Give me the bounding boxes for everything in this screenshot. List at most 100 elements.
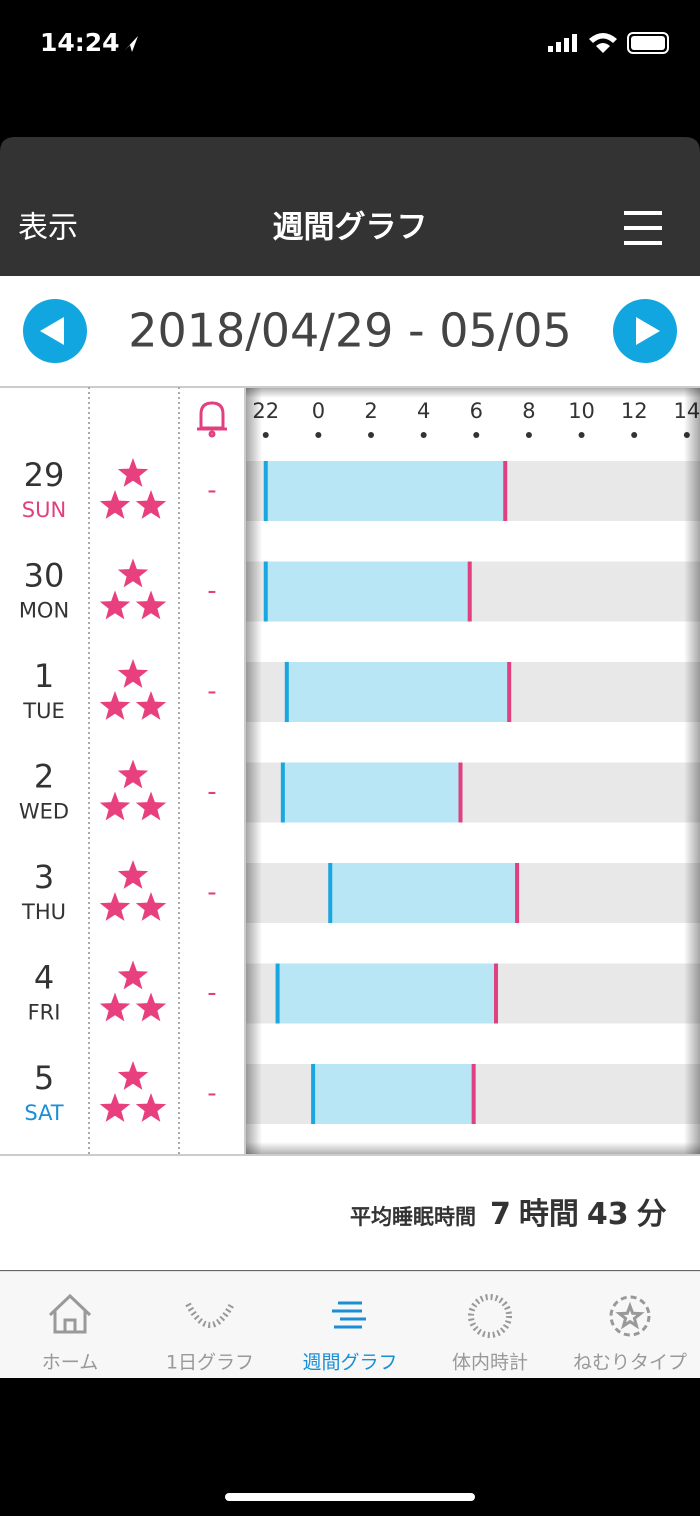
- home-indicator: [225, 1493, 475, 1501]
- sleep-start: [275, 963, 280, 1024]
- star: [117, 759, 149, 789]
- star: [135, 691, 167, 720]
- tab-label: 週間グラフ: [302, 1352, 397, 1374]
- battery-icon: [627, 32, 669, 54]
- weekday: WED: [19, 800, 69, 824]
- tab-button[interactable]: [48, 1293, 92, 1334]
- day-number: 1: [34, 657, 54, 695]
- sleep-start: [284, 662, 289, 722]
- summary-value: 7 時間 43 分: [490, 1197, 667, 1232]
- x-tick-label: 10: [568, 399, 595, 423]
- summary-label: 平均睡眠時間: [350, 1205, 476, 1229]
- alarm-value: -: [207, 576, 216, 606]
- tab-label: ホーム: [42, 1352, 98, 1374]
- sleep-bar: [313, 1064, 474, 1124]
- day-number: 29: [24, 456, 65, 494]
- sleep-bar: [282, 762, 461, 823]
- alarm-value: -: [207, 878, 216, 908]
- date-range: 2018/04/29 - 05/05: [128, 304, 572, 358]
- x-tick-label: 8: [522, 399, 535, 423]
- x-tick-label: 12: [621, 399, 648, 423]
- alarm-icon: [197, 401, 227, 438]
- tab-label: 1日グラフ: [166, 1352, 254, 1374]
- tab-label: ねむりタイプ: [573, 1352, 687, 1374]
- next-arrow: [636, 317, 660, 345]
- minutes: 43: [587, 1197, 629, 1232]
- chart-shadow: [246, 388, 700, 1154]
- sleep-bar: [277, 963, 497, 1024]
- x-tick-dot: [473, 432, 480, 438]
- hours-unit: 時間: [519, 1197, 579, 1232]
- tab-button[interactable]: [332, 1301, 366, 1329]
- star: [99, 791, 131, 821]
- sleep-end: [507, 662, 512, 722]
- alarm-value: -: [207, 978, 216, 1008]
- tab-bar: [0, 1271, 700, 1378]
- clock-icon: [468, 1294, 512, 1338]
- type-star: [615, 1301, 645, 1330]
- hours: 7: [490, 1197, 511, 1232]
- star: [117, 960, 149, 990]
- sleep-start: [280, 762, 285, 823]
- sleep-start: [311, 1064, 316, 1124]
- home-icon: [48, 1293, 92, 1334]
- weekday: SUN: [22, 498, 66, 522]
- alarm-value: -: [207, 476, 216, 506]
- signal-icon: [548, 34, 577, 52]
- star: [117, 1061, 149, 1090]
- x-tick-dot: [262, 432, 269, 438]
- star: [135, 490, 167, 519]
- prev-arrow: [40, 317, 64, 345]
- location-icon: [124, 36, 138, 52]
- weekday: TUE: [22, 699, 64, 723]
- display-button[interactable]: 表示: [18, 211, 78, 246]
- day-number: 30: [24, 557, 65, 595]
- weekday: SAT: [24, 1101, 63, 1125]
- star: [99, 992, 131, 1022]
- star: [117, 860, 149, 889]
- x-tick-dot: [525, 432, 532, 438]
- day-number: 3: [34, 858, 54, 896]
- star: [117, 558, 149, 588]
- star: [135, 791, 167, 821]
- star: [135, 1093, 167, 1122]
- alarm-value: -: [207, 1079, 216, 1109]
- weekday: FRI: [28, 1001, 61, 1025]
- tab-button[interactable]: [468, 1294, 512, 1338]
- sleep-bar: [265, 561, 470, 622]
- star: [135, 892, 167, 921]
- star: [99, 1093, 131, 1122]
- sleep-bar: [286, 662, 510, 722]
- tabs: ホーム 1日グラフ 週間グラフ 体内時計 ねむりタイプ: [42, 1293, 687, 1374]
- sleep-end: [471, 1064, 476, 1124]
- sleep-end: [494, 963, 499, 1024]
- sleep-start: [263, 561, 268, 622]
- x-tick-dot: [420, 432, 427, 438]
- alarm-value: -: [207, 777, 216, 807]
- weekday: THU: [21, 900, 66, 924]
- header: [0, 137, 700, 276]
- wifi-icon: [589, 33, 617, 53]
- star: [135, 590, 167, 620]
- battery-level: [631, 36, 665, 50]
- star: [99, 691, 131, 720]
- tab-button[interactable]: [609, 1295, 651, 1337]
- star: [99, 892, 131, 921]
- day-number: 5: [34, 1059, 54, 1097]
- sleep-end: [467, 561, 472, 622]
- star: [135, 992, 167, 1022]
- menu-button[interactable]: [624, 211, 662, 245]
- sleep-end: [515, 863, 520, 923]
- tab-label: 体内時計: [452, 1352, 528, 1374]
- star: [99, 490, 131, 519]
- x-tick-label: 0: [312, 399, 325, 423]
- sleep-end: [503, 461, 508, 521]
- minutes-unit: 分: [637, 1197, 667, 1232]
- x-tick-dot: [315, 432, 322, 438]
- weekday: MON: [19, 599, 69, 623]
- x-tick-dot: [368, 432, 375, 438]
- tab-button[interactable]: [185, 1302, 235, 1328]
- header-title: 週間グラフ: [273, 210, 428, 246]
